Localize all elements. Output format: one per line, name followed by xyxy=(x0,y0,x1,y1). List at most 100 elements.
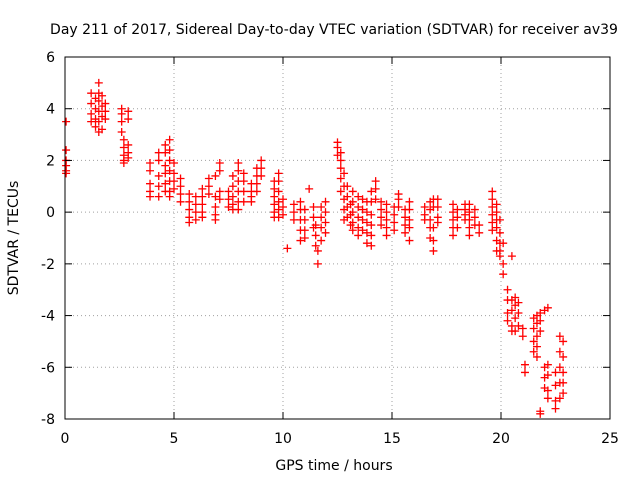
data-point xyxy=(154,156,163,165)
data-point xyxy=(348,218,357,227)
data-points xyxy=(62,78,568,418)
data-point xyxy=(311,241,320,250)
data-point xyxy=(465,208,474,217)
data-point xyxy=(390,226,399,235)
data-point xyxy=(317,213,326,222)
data-point xyxy=(215,166,224,175)
data-point xyxy=(518,332,527,341)
data-point xyxy=(321,208,330,217)
data-point xyxy=(224,195,233,204)
data-point xyxy=(257,156,266,165)
data-point xyxy=(87,99,96,108)
data-point xyxy=(470,213,479,222)
x-axis-label: GPS time / hours xyxy=(275,458,392,474)
data-point xyxy=(377,197,386,206)
data-point xyxy=(211,192,220,201)
data-point xyxy=(239,169,248,178)
data-point xyxy=(499,239,508,248)
data-point xyxy=(377,221,386,230)
data-point xyxy=(228,182,237,191)
data-point xyxy=(405,215,414,224)
data-point xyxy=(161,179,170,188)
data-point xyxy=(296,197,305,206)
data-point xyxy=(296,236,305,245)
data-point xyxy=(371,177,380,186)
data-point xyxy=(257,164,266,173)
data-point xyxy=(543,394,552,403)
data-point xyxy=(270,200,279,209)
data-point xyxy=(555,347,564,356)
x-tick-label: 25 xyxy=(601,431,619,447)
data-point xyxy=(279,210,287,219)
data-point xyxy=(161,169,170,178)
data-point xyxy=(520,368,529,377)
data-point xyxy=(371,195,380,204)
data-point xyxy=(382,231,391,240)
data-point xyxy=(488,218,497,227)
data-point xyxy=(87,109,96,118)
y-tick-label: 4 xyxy=(46,102,55,118)
data-point xyxy=(62,146,71,155)
data-point xyxy=(453,213,462,222)
data-point xyxy=(176,182,185,191)
data-point xyxy=(101,99,110,108)
data-point xyxy=(426,215,435,224)
data-point xyxy=(161,161,170,170)
data-point xyxy=(154,192,163,201)
data-point xyxy=(382,215,391,224)
data-point xyxy=(101,115,110,124)
data-point xyxy=(215,187,224,196)
data-point xyxy=(211,171,220,180)
data-point xyxy=(499,270,508,279)
data-point xyxy=(429,223,438,232)
data-point xyxy=(405,197,414,206)
data-point xyxy=(367,231,376,240)
data-point xyxy=(551,404,560,413)
data-point xyxy=(362,218,371,227)
data-point xyxy=(289,208,298,217)
y-tick-label: 2 xyxy=(46,153,55,169)
data-point xyxy=(124,107,133,116)
data-point xyxy=(401,221,410,230)
data-point xyxy=(321,218,330,227)
data-point xyxy=(433,218,442,227)
data-point xyxy=(176,197,185,206)
data-point xyxy=(503,285,512,294)
data-point xyxy=(185,197,194,206)
data-point xyxy=(279,195,287,204)
data-point xyxy=(161,148,170,157)
data-point xyxy=(239,187,248,196)
data-point xyxy=(283,244,292,253)
data-point xyxy=(247,197,256,206)
data-point xyxy=(401,228,410,237)
data-point xyxy=(270,184,279,193)
data-point xyxy=(336,187,345,196)
data-point xyxy=(321,197,330,206)
data-point xyxy=(228,192,237,201)
data-point xyxy=(117,109,126,118)
data-point xyxy=(511,327,520,336)
data-point xyxy=(382,208,391,217)
grid-lines xyxy=(65,57,610,419)
data-point xyxy=(475,221,484,230)
data-point xyxy=(453,223,462,232)
data-point xyxy=(465,200,474,209)
data-point xyxy=(270,192,279,201)
data-point xyxy=(401,213,410,222)
data-point xyxy=(449,215,458,224)
data-point xyxy=(94,117,103,126)
data-point xyxy=(62,169,71,178)
data-point xyxy=(234,159,243,168)
data-point xyxy=(234,166,243,175)
x-tick-label: 0 xyxy=(61,431,70,447)
data-point xyxy=(362,228,371,237)
data-point xyxy=(146,192,155,201)
data-point xyxy=(94,78,103,87)
data-point xyxy=(117,127,126,136)
data-point xyxy=(165,166,174,175)
data-point xyxy=(204,182,213,191)
data-point xyxy=(98,125,107,134)
data-point xyxy=(119,135,128,144)
data-point xyxy=(511,314,520,323)
